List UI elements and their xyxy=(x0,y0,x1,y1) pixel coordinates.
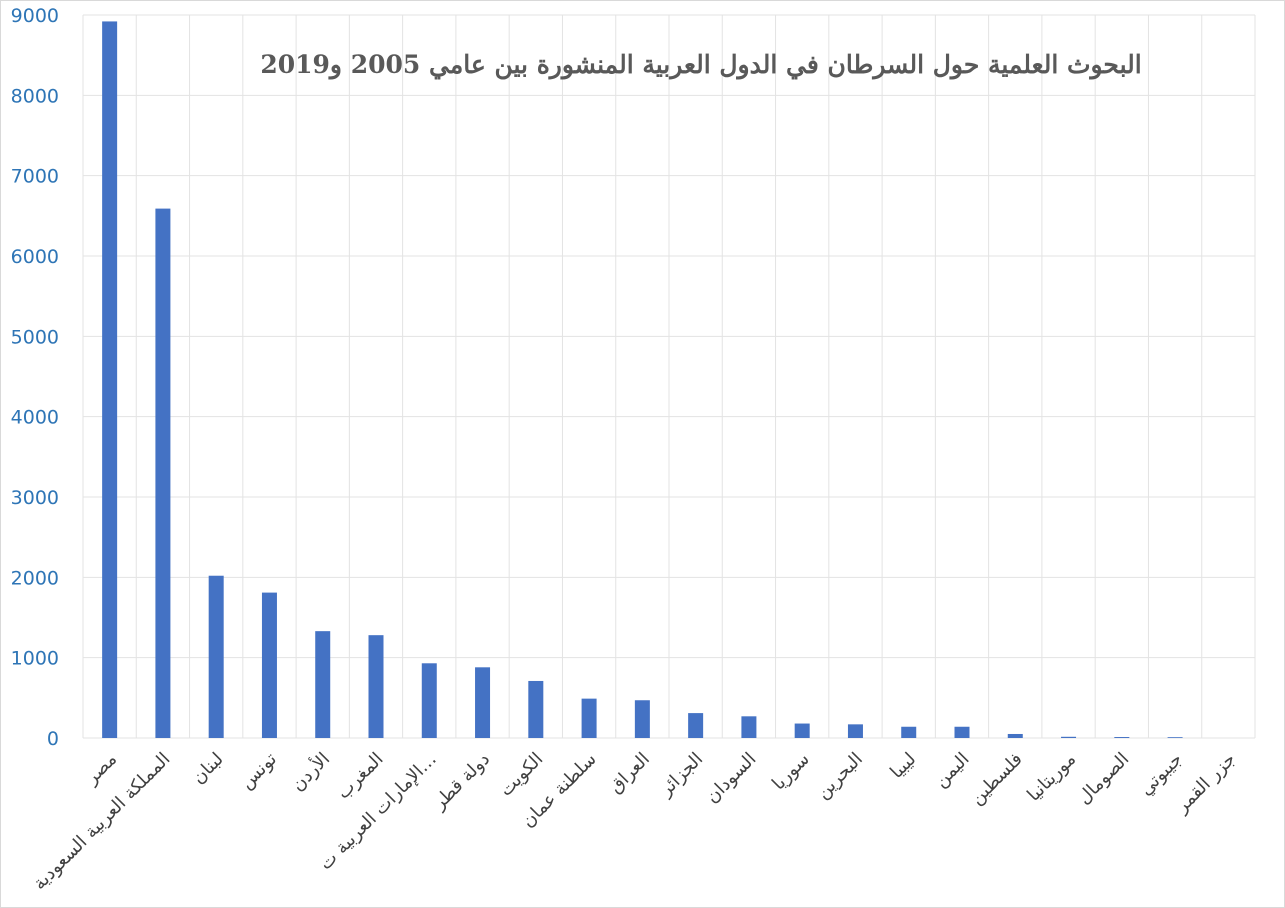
y-tick-label: 7000 xyxy=(11,166,59,188)
y-tick-label: 8000 xyxy=(11,85,59,107)
y-tick-label: 5000 xyxy=(11,326,59,348)
y-tick-label: 4000 xyxy=(11,407,59,429)
x-tick-label: مصر xyxy=(81,749,121,789)
y-tick-label: 2000 xyxy=(11,567,59,589)
x-tick-label: الأردن xyxy=(287,748,335,796)
bar-layer xyxy=(102,21,1183,739)
bar xyxy=(102,21,118,739)
bar xyxy=(261,592,277,738)
y-tick-label: 1000 xyxy=(11,648,59,670)
bar xyxy=(1167,737,1183,738)
bar xyxy=(528,680,544,738)
bar xyxy=(1007,733,1023,738)
x-tick-label: سوريا xyxy=(768,749,814,795)
grid-layer xyxy=(82,14,1256,739)
x-tick-label: البحرين xyxy=(812,749,867,804)
y-tick-label: 0 xyxy=(47,728,59,750)
bar xyxy=(208,575,224,738)
bar xyxy=(847,724,863,738)
bar xyxy=(741,716,757,738)
x-tick-label: اليمن xyxy=(930,749,973,792)
bar xyxy=(794,723,810,738)
x-tick-label: دولة قطر xyxy=(428,749,494,815)
y-tick-label: 6000 xyxy=(11,246,59,268)
bar xyxy=(475,667,491,738)
x-tick-label: الجزائر xyxy=(655,749,707,801)
y-tick-label: 9000 xyxy=(11,5,59,27)
x-tick-label: لبنان xyxy=(188,749,228,789)
x-tick-label: السودان xyxy=(702,749,761,808)
x-tick-label: الصومال xyxy=(1074,749,1134,809)
bar xyxy=(1114,737,1130,738)
bar xyxy=(688,713,704,738)
bar xyxy=(155,208,171,738)
x-tick-label: العراق xyxy=(605,749,654,798)
bar xyxy=(315,631,331,738)
bar xyxy=(421,663,437,738)
bar xyxy=(581,698,597,738)
bar xyxy=(1061,736,1077,738)
chart-title: البحوث العلمية حول السرطان في الدول العر… xyxy=(260,50,1141,80)
bar xyxy=(901,726,917,738)
x-tick-label: الكويت xyxy=(495,749,547,801)
y-tick-label: 3000 xyxy=(11,487,59,509)
bar xyxy=(368,635,384,738)
x-tick-label: تونس xyxy=(236,749,281,794)
x-tick-label: فلسطين xyxy=(966,749,1026,809)
bar xyxy=(954,726,970,738)
bar xyxy=(634,700,650,738)
x-tick-label: ليبيا xyxy=(886,749,920,783)
x-tick-label: جيبوتي xyxy=(1135,749,1186,800)
x-tick-label: موريتانيا xyxy=(1023,749,1080,806)
y-axis: 0 1000 2000 3000 4000 5000 6000 7000 8000 9000 xyxy=(11,5,59,750)
